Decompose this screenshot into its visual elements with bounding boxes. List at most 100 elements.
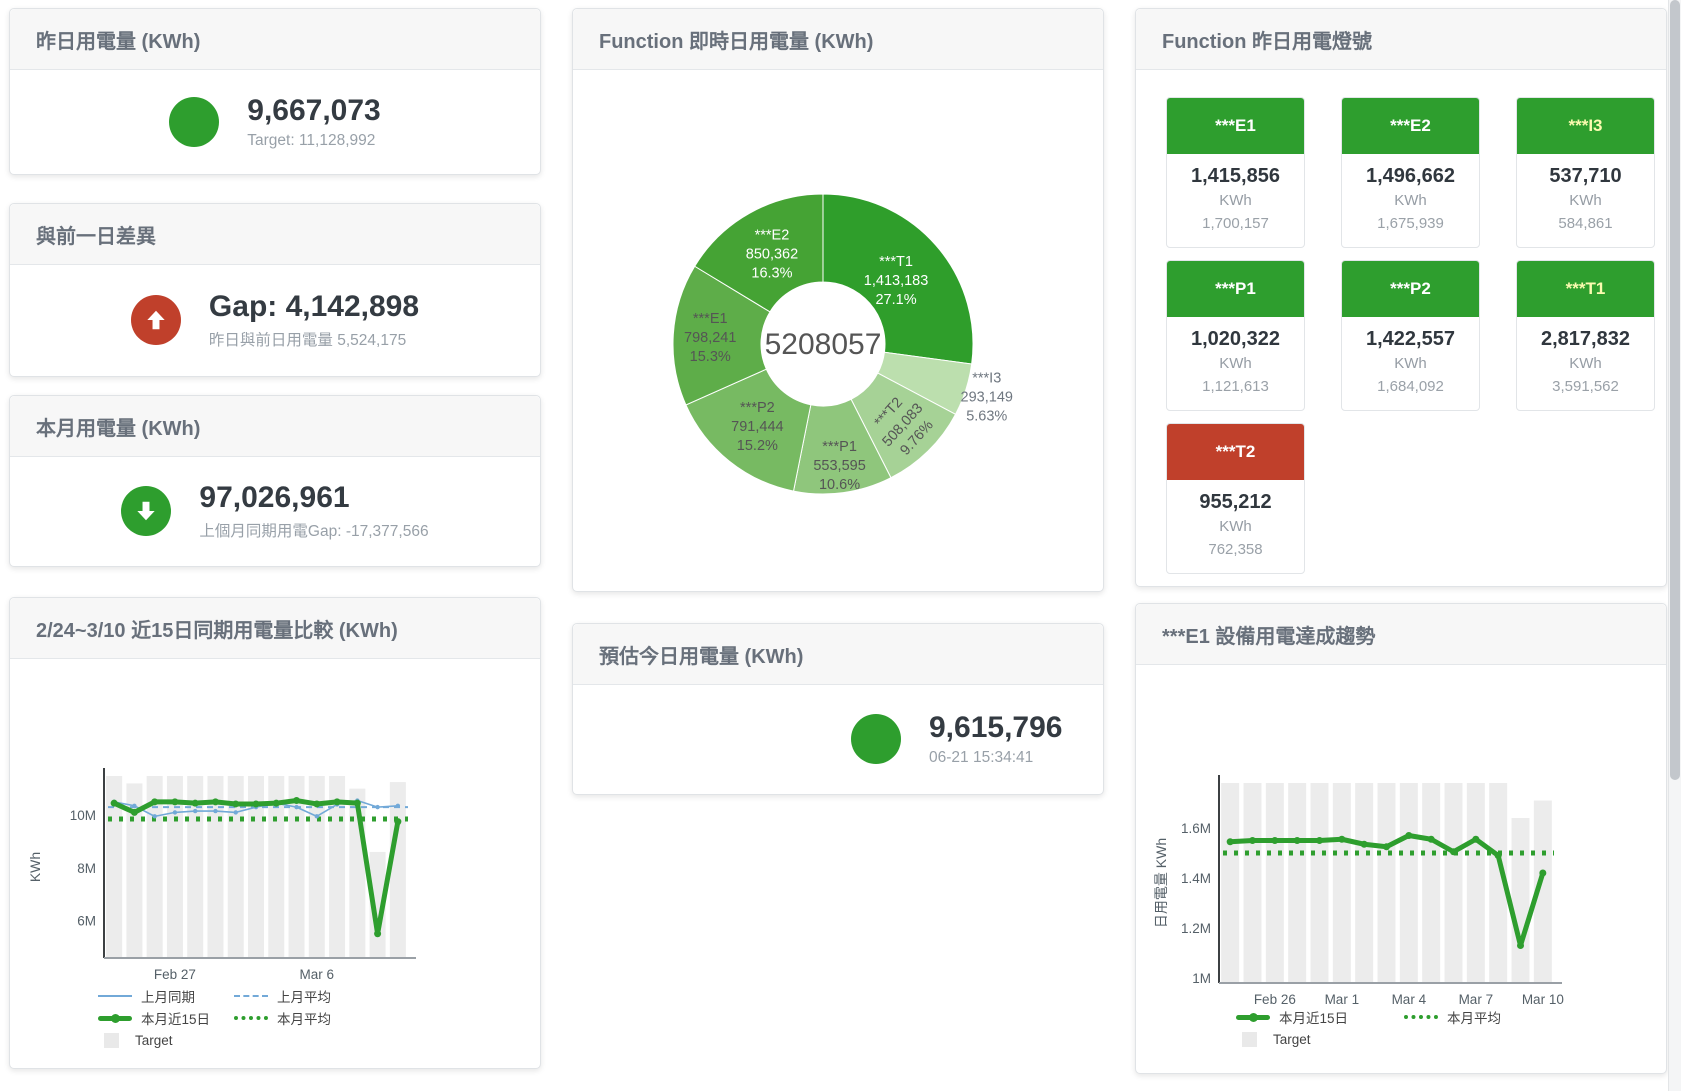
legend-swatch-dash-blue [234, 995, 268, 997]
data-point[interactable] [1427, 835, 1435, 843]
data-point[interactable] [375, 804, 380, 810]
tile-value: 1,415,856 [1191, 165, 1280, 187]
data-point[interactable] [353, 799, 361, 807]
legend-item[interactable]: 上月平均 [234, 986, 370, 1006]
data-point[interactable] [1539, 869, 1547, 877]
data-point[interactable] [333, 798, 341, 806]
legend-item[interactable]: Target [98, 1032, 234, 1048]
data-point[interactable] [152, 814, 157, 819]
legend-item[interactable]: 本月近15日 [98, 1008, 234, 1028]
tile-target: 584,861 [1558, 215, 1613, 232]
donut-slice-T1[interactable] [822, 193, 974, 365]
data-point[interactable] [313, 800, 321, 808]
tile-body: 537,710 KWh 584,861 [1517, 154, 1654, 247]
estimate-today-body: 9,615,796 06-21 15:34:41 [573, 684, 1103, 794]
card-title-text: Function 即時日用電量 (KWh) [599, 30, 874, 53]
data-point[interactable] [1316, 837, 1323, 844]
data-point[interactable] [213, 808, 218, 814]
data-point[interactable] [172, 810, 178, 815]
data-point[interactable] [193, 808, 198, 814]
donut-slice-label: ***T1 1,413,183 27.1% [864, 254, 929, 308]
prev-day-gap-body: Gap: 4,142,898 昨日與前日用電量 5,524,175 [10, 264, 540, 376]
card-title-text: 2/24~3/10 近15日同期用電量比較 (KWh) [36, 619, 398, 642]
data-point[interactable] [191, 799, 199, 807]
data-point[interactable] [171, 798, 179, 806]
target-bar [1288, 783, 1307, 983]
prev-day-gap-subtext: 昨日與前日用電量 5,524,175 [208, 332, 407, 349]
data-point[interactable] [1494, 852, 1502, 859]
data-point[interactable] [314, 814, 319, 819]
scrollbar[interactable] [1668, 0, 1681, 1091]
data-point[interactable] [1383, 843, 1390, 851]
data-point[interactable] [1249, 837, 1256, 844]
data-point[interactable] [1472, 835, 1480, 843]
legend-row: Target [1236, 1028, 1572, 1050]
donut-slice-E1[interactable] [672, 265, 771, 406]
data-point[interactable] [294, 804, 299, 810]
data-point[interactable] [1517, 942, 1524, 949]
tile-value: 1,422,557 [1366, 328, 1455, 350]
month-usage-gap: 上個月同期用電Gap: -17,377,566 [199, 523, 429, 540]
card-title-text: 本月用電量 (KWh) [36, 417, 201, 440]
data-point[interactable] [293, 797, 301, 805]
tile-body: 1,496,662 KWh 1,675,939 [1342, 154, 1479, 247]
donut-slice-E2[interactable] [694, 193, 824, 313]
data-point[interactable] [1450, 848, 1457, 856]
tile-value: 537,710 [1549, 165, 1622, 187]
tile-unit: KWh [1394, 192, 1427, 209]
data-point[interactable] [395, 803, 401, 809]
status-circle-icon [169, 96, 220, 147]
scrollbar-thumb[interactable] [1670, 0, 1680, 780]
tile-target: 1,121,613 [1202, 378, 1269, 395]
tile-target: 1,684,092 [1377, 378, 1444, 395]
tile-label: ***T2 [1167, 424, 1304, 480]
data-point[interactable] [1338, 835, 1346, 843]
data-point[interactable] [110, 799, 118, 807]
card-e1-trend-chart: ***E1 設備用電達成趨勢 1M 1.2M 1.4M 1.6M Feb 26 Mar 1… [1135, 603, 1667, 1074]
target-bar [1489, 783, 1508, 983]
tile-body: 1,415,856 KWh 1,700,157 [1167, 154, 1304, 247]
legend-item[interactable]: 本月近15日 [1236, 1007, 1404, 1027]
data-point[interactable] [252, 800, 260, 808]
tile-unit: KWh [1219, 355, 1252, 372]
legend-row: 本月近15日 本月平均 [98, 1007, 370, 1029]
data-point[interactable] [211, 798, 219, 806]
x-tick-label: Mar 10 [1522, 992, 1564, 1007]
data-point[interactable] [374, 930, 382, 938]
data-point[interactable] [394, 818, 402, 826]
data-point[interactable] [272, 799, 280, 807]
y-axis-title: KWh [27, 852, 43, 882]
data-point[interactable] [1271, 837, 1279, 844]
legend-label: 本月平均 [277, 1012, 331, 1027]
tile-label: ***I3 [1517, 98, 1654, 154]
donut-slice-P2[interactable] [685, 368, 812, 492]
legend-item[interactable]: 上月同期 [98, 986, 234, 1006]
tile-body: 2,817,832 KWh 3,591,562 [1517, 317, 1654, 410]
signal-tile-P2: ***P2 1,422,557 KWh 1,684,092 [1341, 260, 1480, 411]
target-bar [369, 851, 386, 958]
up-arrow-icon [130, 295, 181, 345]
yesterday-usage-target: Target: 11,128,992 [247, 131, 376, 149]
card-prev-day-gap: 與前一日差異 Gap: 4,142,898 昨日與前日用電量 5,524,175 [9, 203, 541, 377]
card-title: 昨日用電量 (KWh) [10, 9, 540, 70]
data-point[interactable] [151, 798, 159, 806]
legend-label: Target [135, 1032, 173, 1048]
data-point[interactable] [132, 803, 137, 809]
stat-text: 97,026,961 上個月同期用電Gap: -17,377,566 [199, 481, 428, 541]
legend-row: 本月近15日 本月平均 [1236, 1006, 1572, 1028]
tile-body: 1,422,557 KWh 1,684,092 [1342, 317, 1479, 410]
data-point[interactable] [1293, 837, 1301, 844]
legend-item[interactable]: 本月平均 [1404, 1007, 1572, 1027]
target-bar [207, 776, 224, 958]
legend-item[interactable]: 本月平均 [234, 1008, 370, 1028]
data-point[interactable] [233, 810, 238, 815]
legend-item[interactable]: Target [1236, 1031, 1404, 1047]
data-point[interactable] [1360, 840, 1368, 848]
data-point[interactable] [1405, 832, 1413, 839]
donut-slice-label: ***P2 791,444 15.2% [731, 400, 783, 454]
data-point[interactable] [232, 800, 240, 808]
stat-text: 9,667,073 Target: 11,128,992 [247, 94, 380, 150]
card-title: Function 昨日用電燈號 [1136, 9, 1666, 70]
data-point[interactable] [1226, 838, 1234, 846]
data-point[interactable] [130, 808, 138, 816]
